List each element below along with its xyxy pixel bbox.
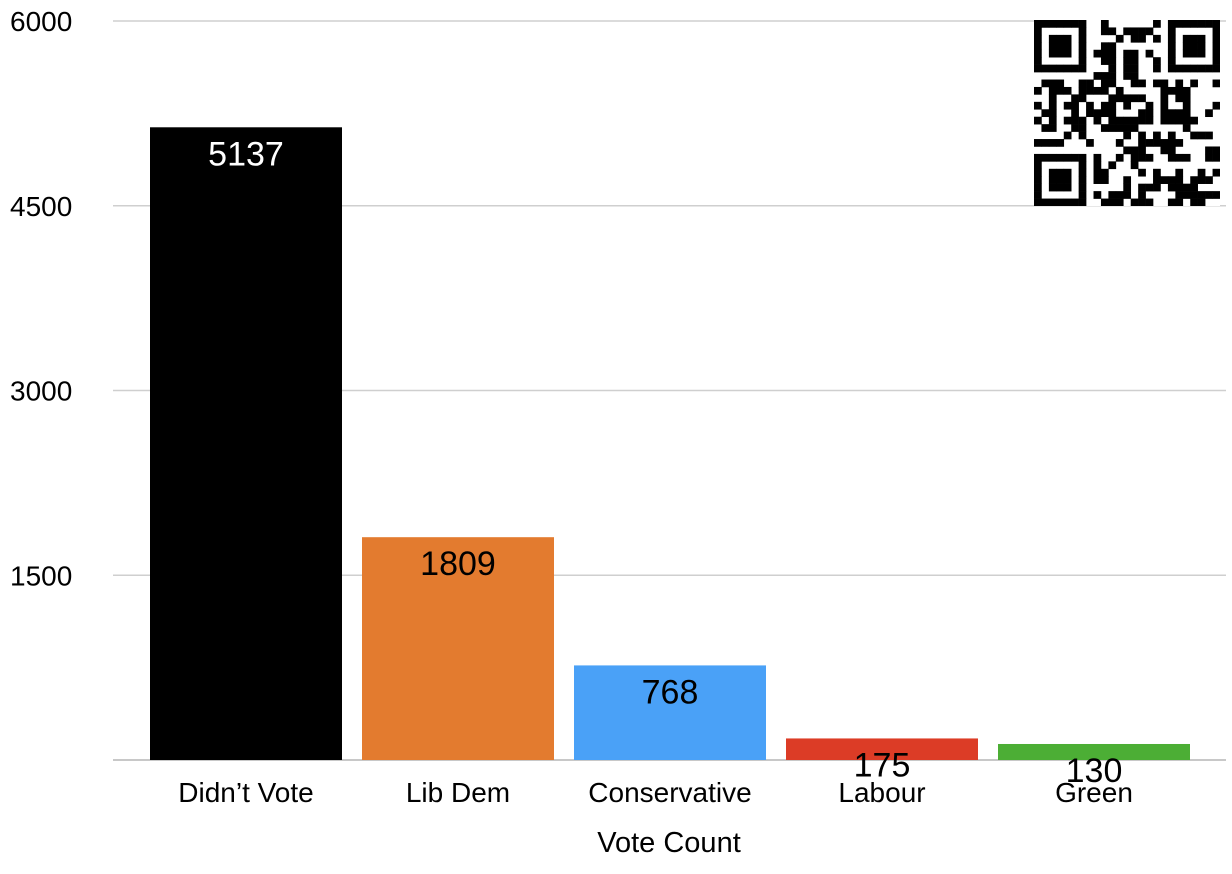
bar [362, 537, 554, 760]
bar-value-label: 5137 [208, 135, 284, 173]
bar [150, 127, 342, 760]
bar-value-label: 175 [854, 746, 911, 784]
y-axis-ticks: 1500 3000 4500 6000 [10, 6, 72, 591]
qr-code-icon [1034, 20, 1220, 206]
y-tick-label: 1500 [10, 560, 72, 591]
x-tick-label: Didn’t Vote [178, 777, 313, 808]
x-tick-label: Green [1055, 777, 1133, 808]
bar [998, 743, 1190, 760]
bars [150, 127, 1190, 760]
bar-value-label: 1809 [420, 545, 496, 583]
y-tick-label: 6000 [10, 6, 72, 37]
x-axis-ticks: Didn’t Vote Lib Dem Conservative Labour Gree… [178, 777, 1133, 808]
bar-value-label: 768 [642, 673, 699, 711]
bar-value-labels: 5137 1809 768 175 130 [208, 135, 1122, 790]
y-tick-label: 3000 [10, 376, 72, 407]
x-tick-label: Labour [838, 777, 925, 808]
bar-value-label: 130 [1066, 752, 1123, 790]
x-tick-label: Conservative [588, 777, 751, 808]
x-axis-title: Vote Count [597, 827, 741, 859]
y-tick-label: 4500 [10, 191, 72, 222]
bar [786, 738, 978, 760]
x-tick-label: Lib Dem [406, 777, 510, 808]
bar [574, 665, 766, 760]
